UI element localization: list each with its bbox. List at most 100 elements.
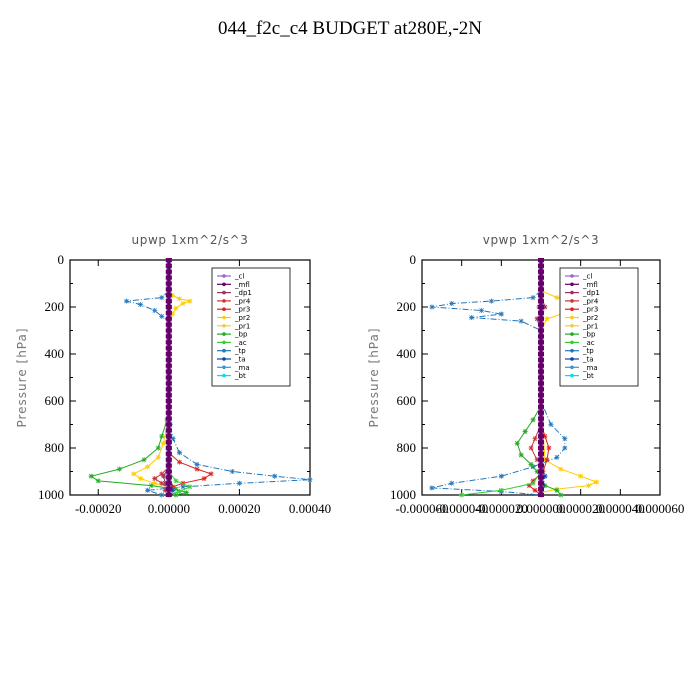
data-point-ac [530, 480, 536, 486]
data-point-tp [548, 422, 554, 427]
y-tick-label: 1000 [390, 487, 416, 502]
data-point-pr4 [152, 476, 158, 482]
legend-marker-ac [570, 340, 574, 345]
data-point-tp [429, 485, 435, 491]
data-point-bp [148, 483, 154, 489]
data-point-mfl [538, 269, 544, 274]
x-tick-label: 0.000040 [596, 501, 645, 516]
data-point-mfl [538, 299, 544, 304]
data-point-mfl [165, 293, 172, 298]
y-tick-label: 200 [397, 299, 417, 314]
legend-label-ma: _ma [234, 364, 250, 372]
data-point-mfl [538, 487, 544, 492]
data-point-mfl [538, 446, 544, 450]
data-point-mfl [538, 352, 544, 356]
data-point-mfl [165, 305, 172, 309]
legend-marker-pr1 [570, 324, 574, 328]
data-point-bp [558, 492, 564, 498]
data-point-pr2 [145, 464, 151, 470]
data-point-mfl [538, 258, 544, 262]
legend-label-bt: _bt [234, 372, 246, 380]
legend-label-ac: _ac [582, 339, 595, 347]
data-point-tp [554, 454, 560, 460]
x-tick-label: 0.000060 [636, 501, 685, 516]
data-point-pr2 [180, 300, 186, 306]
legend-label-cl: _cl [234, 273, 244, 281]
data-point-mfl [165, 399, 172, 403]
data-point-mfl [538, 493, 544, 497]
data-point-mfl [165, 369, 172, 374]
x-tick-label: -0.000020 [475, 501, 528, 516]
legend-label-pr1: _pr1 [582, 322, 598, 330]
legend-label-mfl: _mfl [582, 281, 598, 289]
legend-marker-pr2 [570, 315, 574, 320]
chart-title: upwp 1xm^2/s^3 [132, 233, 249, 247]
data-point-mfl [538, 310, 544, 315]
data-point-mfl [538, 416, 544, 421]
chart-panel-2: vpwp 1xm^2/s^3 Pressure [hPa] 0 200 400 600 80… [367, 233, 684, 516]
data-point-mfl [538, 293, 544, 298]
data-point-mfl [165, 322, 172, 327]
data-point-mfl [538, 381, 544, 386]
legend-marker-pr1 [222, 324, 226, 328]
data-point-pr2 [173, 305, 179, 311]
data-point-pr4 [528, 445, 534, 451]
series-line-ac [461, 471, 542, 496]
data-point-mfl [165, 393, 172, 398]
data-point-tp [145, 487, 151, 493]
legend-label-pr4: _pr4 [234, 297, 251, 305]
legend-marker-pr3 [570, 307, 574, 312]
data-point-dp1 [161, 473, 167, 479]
data-point-pr2 [187, 298, 193, 304]
legend: _cl_mfl_dp1_pr4_pr3_pr2_pr1_bp_ac_tp_ta_… [559, 267, 639, 387]
legend-marker-pr2 [222, 315, 226, 320]
data-point-mfl [165, 416, 172, 421]
legend-label-dp1: _dp1 [234, 289, 252, 297]
data-point-pr3 [180, 480, 186, 486]
data-point-bp [518, 452, 524, 458]
data-point-ac [498, 487, 504, 493]
data-point-mfl [538, 263, 544, 268]
data-point-mfl [165, 493, 172, 497]
data-point-mfl [165, 422, 172, 427]
y-tick-label: 600 [45, 393, 65, 408]
data-point-mfl [538, 322, 544, 327]
legend-label-dp1: _dp1 [582, 289, 600, 297]
data-point-tp [479, 308, 484, 314]
data-point-pr4 [159, 471, 165, 477]
legend-marker-tp [570, 348, 574, 353]
data-point-mfl [165, 299, 172, 304]
legend-marker-dp1 [222, 290, 226, 295]
data-point-mfl [165, 340, 172, 345]
legend-marker-pr3 [222, 307, 226, 312]
legend-label-ta: _ta [234, 356, 246, 364]
legend-label-mfl: _mfl [234, 281, 250, 289]
legend-marker-pr4 [222, 299, 226, 303]
legend-marker-ta [222, 357, 226, 361]
data-point-mfl [538, 328, 544, 333]
y-tick-label: 800 [45, 440, 65, 455]
data-point-tp [530, 295, 536, 301]
data-point-mfl [165, 387, 172, 392]
legend-label-pr2: _pr2 [582, 314, 598, 322]
data-point-mfl [538, 340, 544, 345]
data-point-mfl [165, 428, 172, 433]
data-point-ta [542, 473, 548, 479]
legend-marker-cl [222, 274, 226, 278]
data-point-tp [449, 480, 455, 486]
data-point-mfl [165, 446, 172, 450]
y-tick-label: 800 [397, 440, 417, 455]
data-point-pr2 [138, 476, 144, 482]
data-point-mfl [165, 328, 172, 333]
data-point-tp [176, 450, 182, 456]
data-point-mfl [165, 381, 172, 386]
data-point-pr4 [534, 457, 540, 463]
data-point-mfl [165, 352, 172, 356]
data-point-dp1 [162, 480, 168, 486]
legend-label-pr3: _pr3 [582, 306, 598, 314]
data-point-pr2 [169, 292, 175, 298]
data-point-tp [180, 484, 186, 490]
data-point-dp1 [542, 304, 548, 310]
data-point-tp [159, 295, 165, 301]
data-point-bp [159, 433, 165, 439]
